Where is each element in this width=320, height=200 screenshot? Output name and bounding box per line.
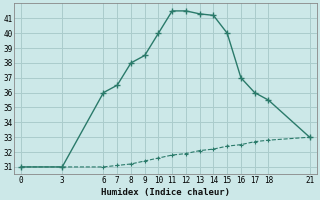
- X-axis label: Humidex (Indice chaleur): Humidex (Indice chaleur): [101, 188, 230, 197]
